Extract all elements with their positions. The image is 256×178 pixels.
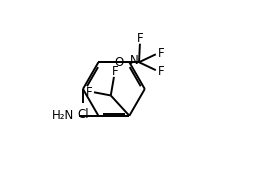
Text: F: F [157, 65, 164, 78]
Text: N: N [130, 54, 139, 67]
Text: F: F [112, 66, 118, 78]
Text: F: F [137, 32, 144, 45]
Text: F: F [86, 86, 92, 99]
Text: F: F [157, 47, 164, 60]
Text: H₂N: H₂N [52, 109, 74, 122]
Text: O: O [114, 56, 123, 69]
Text: Cl: Cl [77, 108, 89, 121]
